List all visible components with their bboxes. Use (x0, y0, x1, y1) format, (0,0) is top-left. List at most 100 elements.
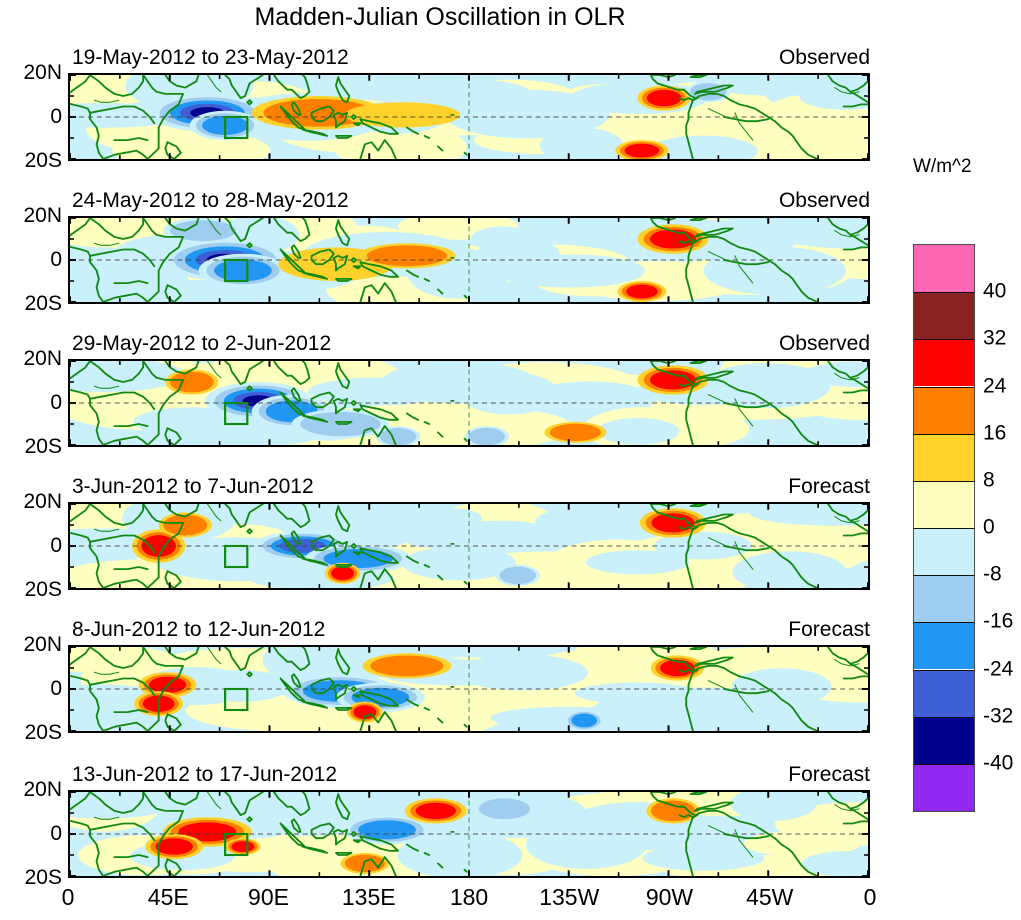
colorbar-band[interactable] (914, 763, 974, 811)
colorbar-tick-label: -24 (983, 657, 1014, 680)
interior-border-layer (93, 75, 860, 141)
panel-frame (68, 359, 870, 447)
olr-anomaly-field (70, 218, 868, 302)
colorbar-tick-label: 0 (983, 515, 995, 539)
colorbar-tick-label: 40 (983, 279, 1007, 303)
y-axis-tick-label: 20N (23, 778, 62, 801)
panel-kind-label: Forecast (788, 763, 870, 786)
panel-frame (68, 216, 870, 304)
y-axis-tick-label: 20S (24, 292, 62, 315)
interior-border-layer (93, 218, 860, 284)
colorbar-band[interactable] (914, 716, 974, 764)
contour-positive-east-africa (155, 838, 193, 855)
panel-frame (68, 502, 870, 590)
map-panel (68, 502, 870, 590)
x-axis-tick-label: 135E (341, 884, 396, 910)
y-axis-tick-label: 0 (50, 534, 62, 557)
contour-positive-east-pacific (650, 800, 695, 822)
contour-positive-west-pacific (415, 802, 456, 820)
y-axis-tick-label: 0 (50, 105, 62, 128)
panel-kind-label: Forecast (788, 618, 870, 641)
map-panel (68, 790, 870, 878)
olr-anomaly-field (70, 792, 868, 876)
interior-border-layer (93, 504, 860, 570)
olr-anomaly-field (70, 361, 868, 445)
y-axis-tick-label: 20S (24, 866, 62, 889)
colorbar-band[interactable] (914, 622, 974, 670)
contour-positive-east-africa (141, 535, 176, 557)
region-index-box (224, 687, 249, 712)
panel-date-range: 19-May-2012 to 23-May-2012 (72, 46, 349, 69)
x-axis-tick-label: 180 (449, 884, 489, 910)
panel-frame (68, 790, 870, 878)
colorbar-band[interactable] (914, 575, 974, 623)
y-axis-tick-label: 0 (50, 822, 62, 845)
contour-negative-central-pacific (478, 798, 530, 820)
colorbar-tick-label: 24 (983, 374, 1007, 397)
y-axis-tick-label: 20N (23, 490, 62, 513)
panel-date-range: 8-Jun-2012 to 12-Jun-2012 (72, 618, 326, 641)
contour-negative-north-indian (170, 220, 236, 242)
colorbar-band[interactable] (914, 669, 974, 717)
colorbar-band[interactable] (914, 528, 974, 576)
colorbar-tick-labels: 40 32 24 16 8 0 -8 -16 -24 -32 -40 (983, 244, 1021, 810)
x-axis: 0 45E 90E 135E 180 135W 90W 45W 0 (62, 884, 877, 914)
coastline-layer (70, 504, 868, 588)
colorbar-band[interactable] (914, 292, 974, 340)
contour-negative-north-pacific (420, 508, 483, 530)
region-index-box (224, 258, 249, 283)
panel-kind-label: Forecast (788, 475, 870, 498)
panel-kind-label: Observed (778, 189, 870, 212)
y-axis-tick-label: 20S (24, 435, 62, 458)
panel-kind-label: Observed (778, 46, 870, 69)
contour-negative-central-pacific (471, 226, 534, 252)
page-title: Madden-Julian Oscillation in OLR (254, 3, 626, 31)
colorbar-band[interactable] (914, 245, 974, 293)
colorbar-tick-label: 8 (983, 468, 995, 492)
coastline-layer (70, 218, 868, 302)
contour-positive-south-pacific (624, 143, 660, 158)
colorbar[interactable] (913, 244, 975, 812)
contour-negative-central-pacific (420, 79, 483, 105)
contour-positive-arabian-sea (231, 841, 255, 853)
contour-negative-southwest-pacific (379, 427, 417, 445)
x-axis-tick-label: 45W (746, 884, 794, 910)
panel-date-range: 3-Jun-2012 to 7-Jun-2012 (72, 475, 314, 498)
panel-date-range: 24-May-2012 to 28-May-2012 (72, 189, 349, 212)
region-index-box (224, 401, 249, 426)
colorbar-band[interactable] (914, 433, 974, 481)
olr-anomaly-field (70, 75, 868, 159)
y-axis-tick-label: 0 (50, 677, 62, 700)
map-panel (68, 359, 870, 447)
region-index-box (224, 544, 249, 569)
x-axis-tick-label: 0 (863, 884, 877, 910)
colorbar-tick-label: -32 (983, 704, 1014, 728)
panel-frame (68, 645, 870, 733)
contour-positive-arabian-sea (163, 514, 208, 536)
map-panel (68, 216, 870, 304)
contour-positive-east-pacific (646, 89, 682, 107)
y-axis-tick-label: 0 (50, 391, 62, 414)
y-axis-tick-label: 20S (24, 721, 62, 744)
x-axis-tick-label: 90W (645, 884, 694, 910)
y-axis-tick-label: 20N (23, 633, 62, 656)
region-index-box (224, 832, 249, 857)
colorbar-band[interactable] (914, 339, 974, 387)
y-axis-tick-label: 20N (23, 347, 62, 370)
y-axis-tick-label: 0 (50, 248, 62, 271)
colorbar-tick-label: -8 (983, 562, 1002, 586)
contour-positive-east-pacific (649, 229, 697, 249)
contour-positive-indochina (331, 566, 355, 581)
interior-border-layer (93, 647, 860, 713)
olr-anomaly-field (70, 504, 868, 588)
contour-positive-arabian-sea (169, 371, 214, 393)
y-axis-tick-label: 20S (24, 149, 62, 172)
colorbar-band[interactable] (914, 480, 974, 528)
colorbar-band[interactable] (914, 386, 974, 434)
contour-negative-south-pacific (499, 566, 537, 585)
contour-positive-west-pacific (370, 655, 444, 677)
x-axis-tick-label: 45E (147, 884, 189, 910)
colorbar-tick-label: 32 (983, 326, 1007, 350)
coastline-layer (70, 361, 868, 445)
